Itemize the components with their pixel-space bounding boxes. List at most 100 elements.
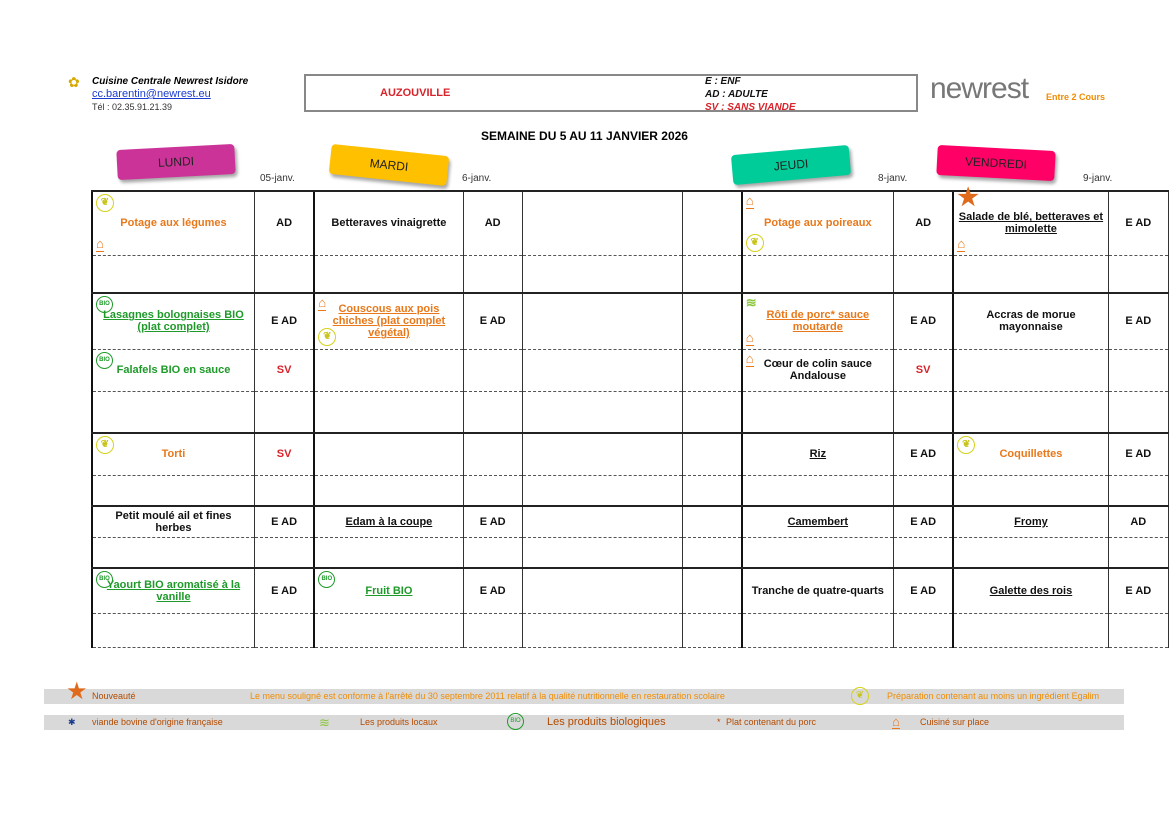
code-cell-mercredi <box>682 475 743 507</box>
code-cell-lundi: E AD <box>253 293 315 350</box>
code-cell-jeudi: E AD <box>892 293 954 350</box>
local-icon: ≋ <box>319 715 330 730</box>
code-cell-lundi <box>253 613 315 648</box>
code-cell-lundi: SV <box>253 349 315 392</box>
entre2cours-logo: Entre 2 Cours <box>1046 92 1106 102</box>
dish-name: Petit moulé ail et fines herbes <box>115 509 232 534</box>
dish-cell-mercredi <box>521 613 684 648</box>
dish-cell-jeudi: Rôti de porc* sauce moutarde ≋ ⌂ <box>740 293 894 350</box>
dish-cell-jeudi: Camembert <box>740 506 894 538</box>
audience-code: E AD <box>1125 217 1152 230</box>
day-tag-lundi: LUNDI <box>116 143 236 181</box>
legend-ad: AD : ADULTE <box>705 89 768 100</box>
code-cell-jeudi: E AD <box>892 433 954 476</box>
newrest-logo: newrest <box>930 72 1029 105</box>
dish-cell-jeudi <box>740 537 894 569</box>
menu-row <box>90 537 1169 569</box>
code-cell-vendredi <box>1107 537 1169 569</box>
dish-cell-jeudi: Tranche de quatre-quarts <box>740 568 894 614</box>
legend-house: Cuisiné sur place <box>920 717 990 727</box>
menu-row: Yaourt BIO aromatisé à la vanille BIO E AD… <box>90 568 1169 614</box>
dish-cell-lundi: Petit moulé ail et fines herbes <box>90 506 255 538</box>
house-icon: ⌂ <box>957 235 966 252</box>
code-cell-vendredi: AD <box>1107 506 1169 538</box>
pork-mark: * <box>717 717 721 727</box>
dish-cell-vendredi: Coquillettes ❦ <box>952 433 1109 476</box>
dish-cell-lundi <box>90 255 255 294</box>
audience-code: AD <box>915 217 932 230</box>
code-cell-lundi: E AD <box>253 506 315 538</box>
code-cell-vendredi: E AD <box>1107 293 1169 350</box>
code-cell-mardi: E AD <box>462 568 523 614</box>
dish-cell-mardi <box>313 475 464 507</box>
menu-row <box>90 391 1169 434</box>
house-icon: ⌂ <box>892 714 900 729</box>
code-cell-lundi <box>253 391 315 434</box>
code-cell-mardi <box>462 433 523 476</box>
local-icon: ≋ <box>745 295 757 310</box>
dish-cell-mardi: Betteraves vinaigrette <box>313 190 464 256</box>
bio-icon: BIO <box>96 296 113 313</box>
leaf-icon: ❦ <box>96 436 114 454</box>
dish-cell-lundi <box>90 537 255 569</box>
code-cell-mardi: E AD <box>462 293 523 350</box>
code-cell-jeudi <box>892 537 954 569</box>
code-cell-jeudi: E AD <box>892 506 954 538</box>
date-mardi: 6-janv. <box>462 173 492 184</box>
dish-cell-jeudi <box>740 255 894 294</box>
dish-cell-vendredi <box>952 475 1109 507</box>
code-cell-lundi <box>253 255 315 294</box>
dish-cell-jeudi <box>740 613 894 648</box>
dish-cell-mercredi <box>521 475 684 507</box>
email-link[interactable]: cc.barentin@newrest.eu <box>92 88 211 100</box>
code-cell-mardi <box>462 349 523 392</box>
site-name: AUZOUVILLE <box>380 87 451 99</box>
dish-cell-lundi <box>90 475 255 507</box>
audience-code: E AD <box>271 515 298 528</box>
dish-cell-vendredi <box>952 391 1109 434</box>
audience-code: E AD <box>1125 315 1152 328</box>
menu-row: Falafels BIO en sauce BIO SV Cœur de colin … <box>90 349 1169 392</box>
dish-cell-mercredi <box>521 506 684 538</box>
code-cell-mercredi <box>682 506 743 538</box>
audience-code: E AD <box>479 584 506 597</box>
dish-cell-lundi <box>90 613 255 648</box>
dish-name: Betteraves vinaigrette <box>331 217 447 230</box>
dish-cell-jeudi: Potage aux poireaux ⌂ ❦ <box>740 190 894 256</box>
menu-row <box>90 475 1169 507</box>
code-cell-lundi: SV <box>253 433 315 476</box>
date-jeudi: 8-janv. <box>878 173 908 184</box>
legend-bio: Les produits biologiques <box>547 716 666 728</box>
date-vendredi: 9-janv. <box>1083 173 1113 184</box>
french-beef-icon: ✱ <box>68 717 76 727</box>
menu-row: Petit moulé ail et fines herbes E AD Edam … <box>90 506 1169 538</box>
code-cell-vendredi <box>1107 349 1169 392</box>
week-title: SEMAINE DU 5 AU 11 JANVIER 2026 <box>481 129 688 143</box>
dish-cell-mardi <box>313 255 464 294</box>
code-cell-mercredi <box>682 433 743 476</box>
legend-local: Les produits locaux <box>360 717 438 727</box>
code-cell-vendredi <box>1107 391 1169 434</box>
dish-cell-mardi <box>313 391 464 434</box>
dish-name: Falafels BIO en sauce <box>116 364 231 376</box>
dish-cell-vendredi: Galette des rois <box>952 568 1109 614</box>
dish-name: Riz <box>809 448 827 461</box>
dish-name: Camembert <box>787 515 849 528</box>
audience-code: AD <box>276 217 293 230</box>
legend-sv: SV : SANS VIANDE <box>705 102 796 113</box>
legend-row-1: ★ Nouveauté Le menu souligné est conform… <box>44 680 1124 705</box>
menu-row: Lasagnes bolognaises BIO (plat complet) B… <box>90 293 1169 350</box>
audience-code: AD <box>1130 515 1147 528</box>
code-cell-vendredi: E AD <box>1107 568 1169 614</box>
dish-cell-vendredi: Salade de blé, betteraves et mimolette ★ ⌂ <box>952 186 1109 256</box>
dish-cell-mercredi <box>521 190 684 256</box>
leaf-icon: ❦ <box>745 233 764 252</box>
code-cell-jeudi: SV <box>892 349 954 392</box>
day-tag-mardi: MARDI <box>328 143 450 187</box>
audience-code: E AD <box>271 315 298 328</box>
audience-code: E AD <box>910 584 937 597</box>
dish-cell-vendredi <box>952 613 1109 648</box>
dish-cell-lundi <box>90 391 255 434</box>
audience-code: AD <box>484 217 501 230</box>
dish-cell-mercredi <box>521 433 684 476</box>
